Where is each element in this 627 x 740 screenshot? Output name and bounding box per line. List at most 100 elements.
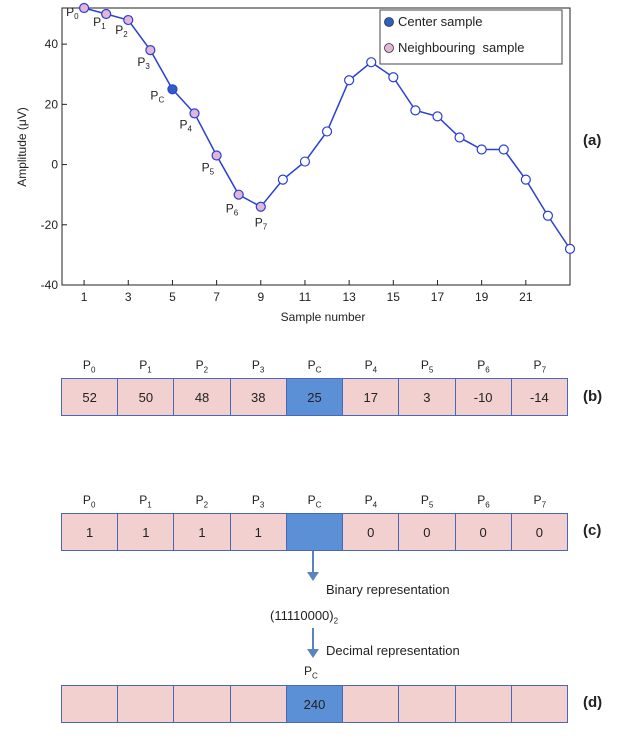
panel-label-a: (a) — [583, 132, 602, 149]
column-header: P3 — [230, 358, 286, 374]
data-point — [344, 75, 355, 86]
neighbour-cell: 17 — [342, 378, 400, 416]
data-point — [476, 144, 487, 155]
neighbour-cell — [342, 685, 400, 723]
data-point — [542, 210, 554, 221]
data-point — [410, 105, 421, 116]
neighbour-point — [123, 14, 134, 26]
column-header-base: P — [533, 493, 542, 507]
column-header-base: P — [420, 358, 429, 372]
point-label: PC — [150, 88, 164, 104]
column-header-sub: 2 — [203, 365, 209, 375]
column-header: P2 — [174, 493, 230, 509]
neighbour-cell — [510, 685, 568, 723]
y-tick-label: -20 — [41, 218, 59, 232]
x-tick-label: 1 — [81, 290, 88, 304]
legend-center-label: Center sample — [398, 14, 483, 29]
markers — [78, 2, 576, 254]
neighbour-cell: 0 — [398, 513, 456, 551]
x-tick-label: 15 — [387, 290, 401, 304]
panel-label-b: (b) — [583, 388, 603, 405]
arrow-binary-shaft — [312, 551, 314, 573]
y-tick-label: 0 — [51, 158, 58, 172]
column-header-base: P — [307, 493, 316, 507]
data-point — [388, 72, 399, 83]
data-point — [277, 174, 288, 185]
values-row-b: 52 50 48 38 25 17 3 -10 -14 — [61, 378, 568, 416]
column-header-base: P — [420, 493, 429, 507]
neighbour-point — [78, 2, 90, 14]
point-labels: P0 P1 P2 P3 PC P4 P5 P6 P7 — [66, 5, 268, 232]
neighbour-cell — [61, 685, 119, 723]
binary-base-sub: 2 — [333, 616, 339, 626]
x-axis-label: Sample number — [281, 310, 366, 324]
neighbour-cell: 1 — [173, 513, 231, 551]
column-header: P1 — [117, 493, 173, 509]
values-row-d: 240 — [61, 685, 568, 723]
x-tick-label: 9 — [257, 290, 264, 304]
column-header-sub: 5 — [428, 500, 434, 510]
neighbour-cell: 0 — [454, 513, 512, 551]
column-header-base: P — [139, 358, 148, 372]
arrow-binary-head — [307, 572, 319, 581]
column-header: PC — [286, 493, 342, 509]
column-header-sub: 7 — [541, 365, 547, 375]
point-label: P1 — [93, 15, 106, 31]
header-row-b: P0 P1 P2 P3 PC P4 P5 P6 P7 — [61, 358, 568, 374]
neighbour-cell — [398, 685, 456, 723]
x-tick-label: 5 — [169, 290, 176, 304]
header-row-c: P0 P1 P2 P3 PC P4 P5 P6 P7 — [61, 493, 568, 509]
column-header: P7 — [512, 493, 568, 509]
x-tick-label: 21 — [519, 290, 533, 304]
x-tick-label: 19 — [475, 290, 489, 304]
legend-box — [379, 9, 563, 65]
neighbour-cell: 0 — [342, 513, 400, 551]
column-header: P7 — [512, 358, 568, 374]
column-header-sub: 6 — [485, 500, 490, 510]
column-header-sub: 6 — [485, 365, 490, 375]
binary-label: Binary representation — [326, 582, 450, 597]
point-label: P4 — [180, 117, 193, 133]
pc-label-sub: C — [312, 671, 318, 681]
neighbour-point — [101, 8, 112, 20]
y-tick-label: 40 — [45, 37, 59, 51]
neighbour-cell: 0 — [510, 513, 568, 551]
column-header-base: P — [251, 358, 260, 372]
data-point — [299, 156, 311, 167]
legend: Center sample Neighbouring sample — [379, 9, 563, 65]
column-header-sub: C — [315, 500, 322, 510]
column-header-base: P — [195, 493, 204, 507]
neighbour-point — [211, 150, 222, 161]
neighbour-cell: 52 — [61, 378, 119, 416]
center-cell — [285, 513, 344, 551]
point-label: P7 — [255, 216, 268, 232]
column-header-base: P — [82, 493, 91, 507]
column-header-sub: 2 — [203, 500, 209, 510]
column-header-sub: 4 — [372, 500, 378, 510]
neighbour-cell — [117, 685, 175, 723]
data-point — [454, 132, 465, 143]
column-header: P0 — [61, 358, 117, 374]
neighbour-cell: 1 — [61, 513, 119, 551]
y-axis-label: Amplitude (μV) — [15, 107, 29, 187]
legend-neighbour-marker — [384, 43, 394, 53]
center-cell: 25 — [285, 378, 344, 416]
data-point — [321, 126, 333, 137]
column-header-sub: 7 — [541, 500, 547, 510]
neighbour-cell — [454, 685, 512, 723]
column-header: P5 — [399, 358, 455, 374]
panel-label-d: (d) — [583, 694, 603, 711]
y-tick-label: -40 — [41, 278, 59, 292]
y-ticks: -40 -20 0 20 40 — [41, 37, 67, 292]
pc-label-base: P — [304, 664, 313, 678]
binary-value-text: (11110000) — [270, 608, 334, 623]
neighbour-cell: 3 — [398, 378, 456, 416]
column-header-base: P — [533, 358, 542, 372]
x-tick-label: 13 — [342, 290, 356, 304]
neighbour-cell — [173, 685, 231, 723]
column-header-base: P — [251, 493, 260, 507]
column-header-sub: 1 — [147, 500, 152, 510]
column-header-base: P — [195, 358, 204, 372]
